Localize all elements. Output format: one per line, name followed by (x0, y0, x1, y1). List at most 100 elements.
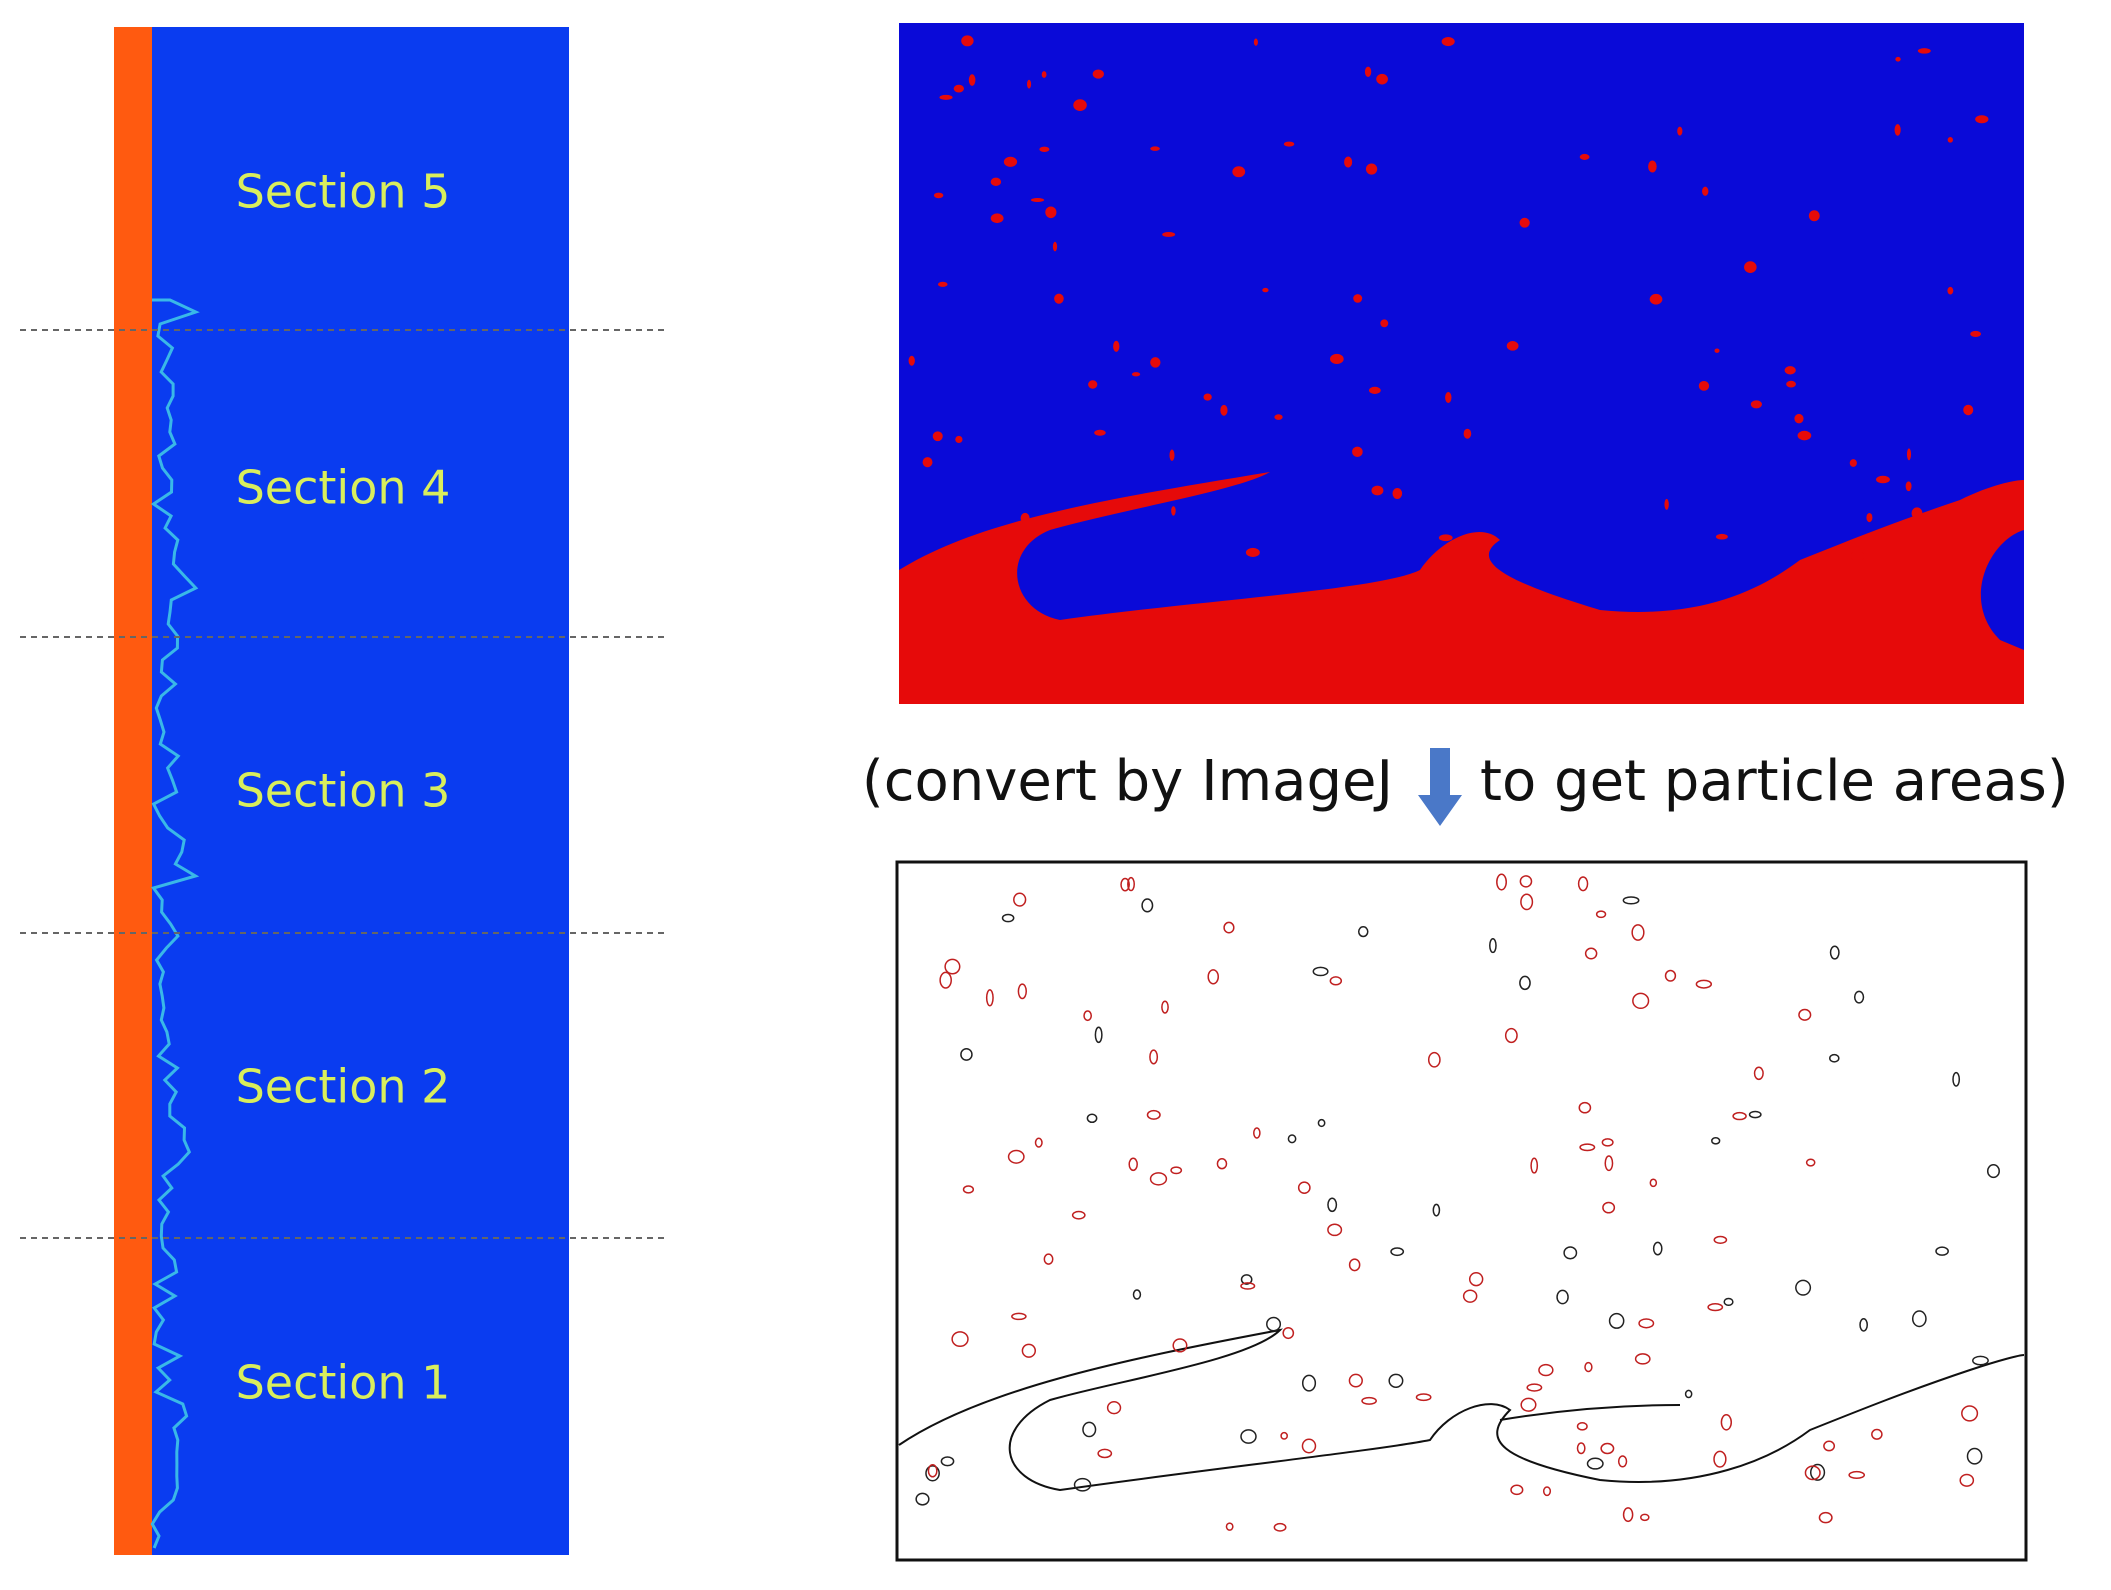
particle-outline (1966, 1447, 1983, 1465)
particle-outline (1225, 1522, 1234, 1531)
particle-outline (1128, 1157, 1138, 1172)
particle (1365, 163, 1378, 175)
particle-outline (1223, 921, 1235, 934)
particle (1797, 430, 1812, 441)
section-label: Section 2 (236, 1060, 451, 1114)
particle (922, 457, 933, 468)
section-dividers (20, 329, 666, 1239)
particle-outline (1021, 1343, 1037, 1358)
particle (1045, 206, 1057, 219)
particle-outline (1327, 1197, 1338, 1213)
particle-outline (1595, 910, 1607, 919)
particle-outline (1707, 1303, 1724, 1312)
particle-outline (1723, 1297, 1734, 1307)
particle (1579, 153, 1590, 160)
particle-outline (1086, 1113, 1098, 1124)
caption-after: to get particle areas) (1480, 749, 2069, 814)
particle (1203, 393, 1212, 401)
particle-outline (1720, 1414, 1733, 1431)
particle-outline (1602, 1201, 1616, 1214)
particle-outline (940, 1456, 955, 1467)
particle-outline (1071, 1210, 1086, 1220)
particle (955, 435, 963, 444)
particle-outline (1301, 1374, 1317, 1392)
particle-outline (1468, 1272, 1484, 1287)
particle-outline (1287, 1134, 1297, 1144)
particle-outline (1273, 1522, 1287, 1532)
particle-outline (1818, 1511, 1833, 1524)
particle (1003, 156, 1018, 167)
particle-outline (1141, 898, 1154, 913)
particle-outline (927, 1464, 938, 1478)
particle (1162, 231, 1176, 237)
section-label: Section 3 (236, 764, 451, 818)
particle (1947, 286, 1954, 295)
particle (990, 177, 1002, 187)
particle-outline (1584, 1361, 1593, 1373)
deposit-outline (898, 1328, 2025, 1492)
particle-outline (1519, 875, 1533, 888)
particle (1664, 498, 1669, 510)
particle-outline (1297, 1181, 1311, 1195)
section-label: Section 1 (236, 1356, 451, 1410)
particle-outline (1563, 1246, 1578, 1260)
arrow-shaft (1430, 748, 1450, 798)
binary-image (899, 23, 2024, 704)
particle-outline (1361, 1396, 1377, 1405)
particle-outline (1959, 1473, 1975, 1487)
particle (1020, 512, 1030, 524)
particle-outline (1357, 926, 1369, 938)
particle-outline (1753, 1066, 1764, 1081)
particle-outline (1082, 1421, 1097, 1438)
particle-outline (1216, 1157, 1228, 1170)
particle-outline (1432, 1203, 1441, 1217)
particle (1330, 353, 1344, 365)
caption-before: (convert by ImageJ (862, 749, 1393, 814)
particle-outline (1348, 1258, 1361, 1272)
particle (1253, 38, 1258, 46)
particle (1648, 160, 1657, 173)
particle-outline (1631, 924, 1645, 941)
particle-outline (1829, 945, 1840, 960)
particle-outline (1713, 1235, 1728, 1244)
particle (1714, 348, 1720, 353)
particle-outline (1301, 1438, 1317, 1454)
particle-outline (1805, 1158, 1816, 1167)
particle (1088, 380, 1098, 389)
particle-outline (1638, 1318, 1655, 1329)
particle (1698, 380, 1710, 391)
particle-outline (1132, 1289, 1142, 1300)
particle-outline (1427, 1051, 1441, 1068)
particle-outline (1664, 969, 1677, 982)
particle-outline (1073, 1477, 1092, 1492)
particle-outline (1327, 1223, 1343, 1237)
particle (1041, 71, 1047, 78)
particle (908, 355, 915, 366)
outline-frame (895, 860, 2028, 1562)
simulation-field (114, 27, 569, 1555)
particle-outline (1282, 1326, 1295, 1340)
particle (1438, 534, 1453, 542)
particle-outline (1172, 1338, 1188, 1353)
arrow-head (1418, 795, 1462, 826)
particle-outline (915, 1492, 930, 1506)
particle-outline (1106, 1401, 1122, 1415)
particle-outline (1001, 913, 1015, 923)
particle-outline (1809, 1463, 1826, 1481)
particle-outline (1748, 1110, 1762, 1119)
particle-outline (939, 971, 952, 989)
particle-outline (1640, 1513, 1650, 1522)
particle-outline (1520, 1397, 1537, 1412)
particle-outline (1207, 969, 1220, 985)
particle-outline (925, 1465, 940, 1482)
particle (1863, 534, 1871, 541)
particle-outline (1329, 976, 1343, 986)
particle-outline (1415, 1393, 1432, 1402)
particle-outline (1961, 1405, 1979, 1422)
particle-outline (1804, 1465, 1821, 1481)
particle-outline (1161, 1000, 1169, 1014)
particle (1744, 261, 1757, 274)
particle-outline (1853, 990, 1865, 1004)
particle-outline (1578, 1101, 1592, 1114)
particle (1150, 146, 1160, 151)
